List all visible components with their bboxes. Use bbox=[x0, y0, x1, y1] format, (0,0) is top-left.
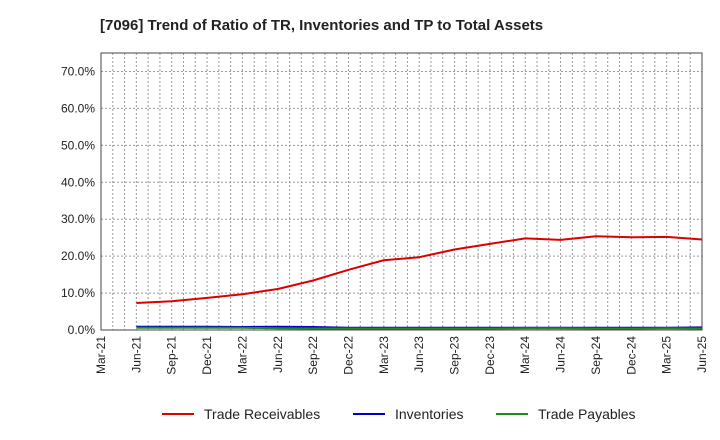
series-lines bbox=[136, 235, 703, 330]
y-tick-label: 50.0% bbox=[61, 138, 95, 152]
legend-label-trade-payables: Trade Payables bbox=[538, 406, 636, 422]
x-tick-label: Dec-22 bbox=[341, 336, 355, 375]
x-tick-label: Mar-24 bbox=[518, 336, 532, 374]
x-tick-label: Dec-21 bbox=[200, 336, 214, 375]
y-tick-label: 0.0% bbox=[68, 323, 96, 337]
y-tick-label: 20.0% bbox=[61, 249, 95, 263]
x-tick-label: Sep-22 bbox=[306, 336, 320, 375]
x-tick-label: Mar-23 bbox=[377, 336, 391, 374]
y-tick-label: 60.0% bbox=[61, 101, 95, 115]
x-tick-label: Dec-23 bbox=[483, 336, 497, 375]
y-tick-label: 30.0% bbox=[61, 212, 95, 226]
plot-frame bbox=[100, 52, 703, 331]
series-line-trade-payables bbox=[136, 326, 703, 330]
chart-title: [7096] Trend of Ratio of TR, Inventories… bbox=[100, 17, 543, 34]
x-tick-label: Dec-24 bbox=[624, 336, 638, 375]
legend: Trade Receivables Inventories Trade Payabl… bbox=[162, 406, 636, 422]
y-tick-label: 10.0% bbox=[61, 286, 95, 300]
x-tick-label: Mar-21 bbox=[94, 336, 108, 374]
x-tick-label: Jun-25 bbox=[695, 336, 709, 373]
x-tick-label: Mar-25 bbox=[660, 336, 674, 374]
x-tick-label: Jun-23 bbox=[412, 336, 426, 373]
y-tick-label: 40.0% bbox=[61, 175, 95, 189]
y-tick-label: 70.0% bbox=[61, 64, 95, 78]
x-tick-label: Sep-21 bbox=[165, 336, 179, 375]
series-line-trade-receivables bbox=[136, 235, 703, 304]
legend-label-inventories: Inventories bbox=[395, 406, 463, 422]
grid-lines bbox=[101, 53, 702, 330]
x-axis-ticks: Mar-21 Jun-21 Sep-21 Dec-21 Mar-22 Jun-22 Sep-… bbox=[94, 336, 709, 375]
x-tick-label: Jun-22 bbox=[271, 336, 285, 373]
x-tick-label: Sep-24 bbox=[589, 336, 603, 375]
x-tick-label: Sep-23 bbox=[448, 336, 462, 375]
x-tick-label: Mar-22 bbox=[235, 336, 249, 374]
x-tick-label: Jun-24 bbox=[554, 336, 568, 373]
y-axis-ticks: 0.0% 10.0% 20.0% 30.0% 40.0% 50.0% 60.0% 70.0% bbox=[61, 64, 95, 337]
x-tick-label: Jun-21 bbox=[129, 336, 143, 373]
legend-label-trade-receivables: Trade Receivables bbox=[204, 406, 320, 422]
